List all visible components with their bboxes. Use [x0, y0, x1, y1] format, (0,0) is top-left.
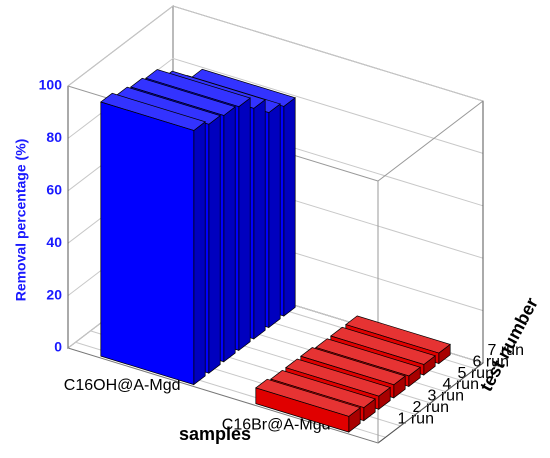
z-tick-label: 7 run: [488, 342, 524, 359]
y-tick-label: 0: [54, 339, 62, 355]
bar-side: [193, 121, 206, 386]
grid-line: [67, 5, 484, 102]
z-tick-label: 4 run: [443, 376, 479, 393]
y-tick-label: 80: [46, 129, 62, 145]
z-tick-label: 5 run: [458, 365, 494, 382]
bar-side: [283, 97, 296, 317]
z-tick-label: 2 run: [413, 399, 449, 416]
x-tick-label: C16OH@A-Mgd: [64, 377, 181, 394]
bar-front: [255, 387, 350, 433]
bar-side: [268, 103, 281, 329]
bar-side: [238, 97, 251, 352]
y-tick-label: 60: [46, 182, 62, 198]
axis-line: [377, 362, 484, 444]
y-tick-label: 100: [39, 77, 63, 93]
x-tick-label: C16Br@A-Mgd: [222, 416, 331, 433]
bar: [255, 378, 361, 433]
bar-side: [208, 114, 221, 374]
bar-side: [253, 98, 266, 340]
bar-front: [100, 101, 195, 386]
y-axis-title: Removal percentage (%): [13, 139, 29, 302]
x-axis-title: samples: [179, 424, 251, 444]
z-tick-label: 6 run: [473, 353, 509, 370]
bar-side: [223, 106, 236, 363]
y-tick-label: 20: [46, 286, 62, 302]
bar: [100, 92, 206, 386]
z-tick-label: 3 run: [428, 388, 464, 405]
y-tick-label: 40: [46, 234, 62, 250]
z-tick-label: 1 run: [398, 411, 434, 428]
box-edge: [377, 100, 484, 182]
